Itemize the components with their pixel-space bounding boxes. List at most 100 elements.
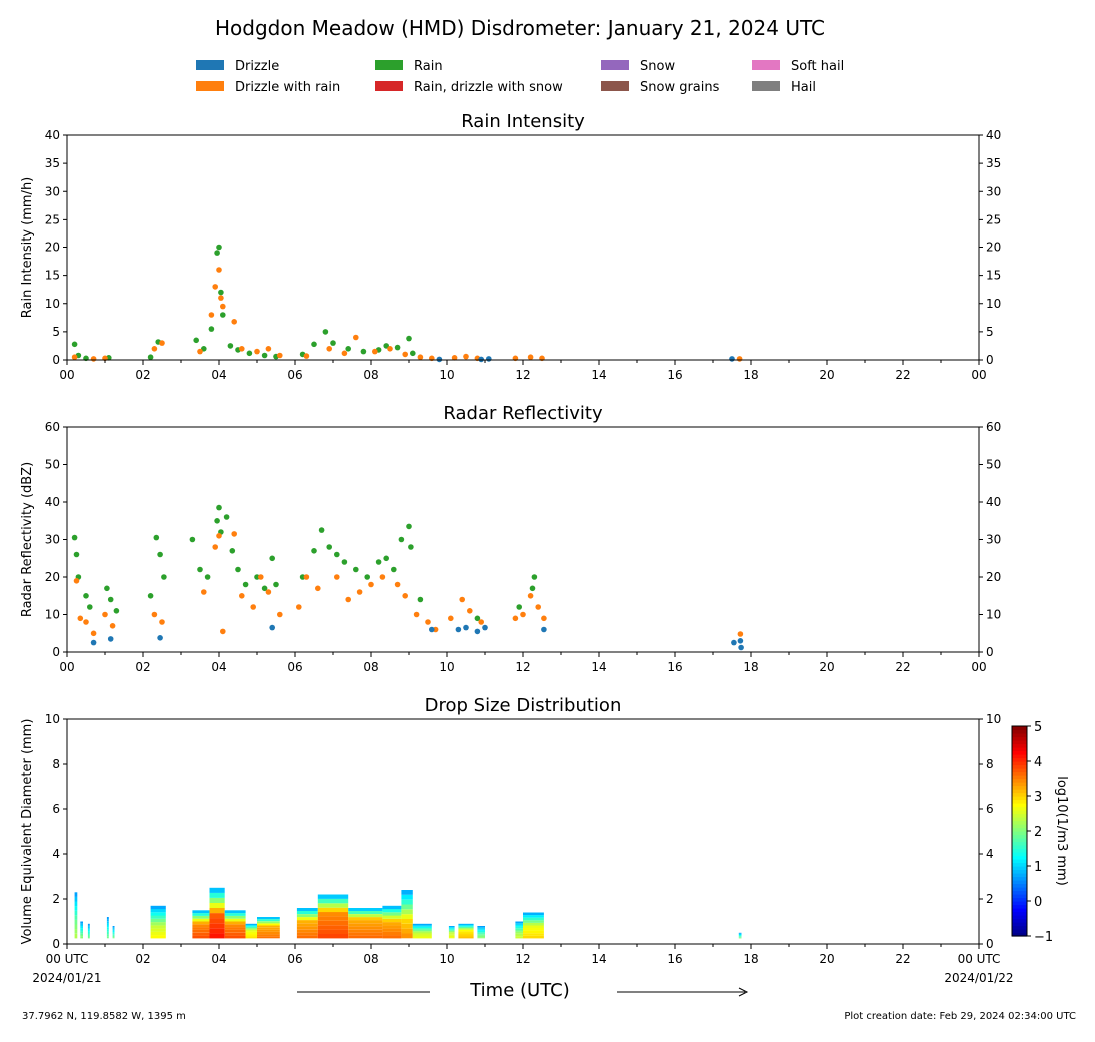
dsd-cell [209,918,225,924]
y-tick-label-left: 10 [45,297,60,311]
colorbar-segment [1012,747,1027,752]
data-point [737,631,744,637]
y-tick-label-right: 40 [986,495,1001,509]
data-point [353,566,359,573]
colorbar-segment [1012,726,1027,731]
y-tick-label-left: 2 [52,892,60,906]
y-tick-label-right: 20 [986,570,1001,584]
colorbar-segment [1012,908,1027,913]
colorbar-segment [1012,754,1027,759]
data-point [208,326,215,332]
dsd-cell [192,927,210,930]
dsd-cell [257,921,280,924]
y-tick-label-right: 50 [986,458,1001,472]
colorbar-segment [1012,778,1027,783]
dsd-cell [348,920,383,924]
y-tick-label-right: 40 [986,128,1001,142]
dsd-cell [523,922,544,926]
data-point [220,303,226,310]
dsd-cell [209,902,225,908]
data-point [315,585,321,592]
data-point [102,611,108,618]
data-point [204,574,211,580]
colorbar-segment [1012,866,1027,871]
dsd-cell [192,935,210,939]
colorbar-segment [1012,813,1027,818]
dsd-cell [80,929,83,932]
data-point [383,555,390,562]
y-tick-label-right: 5 [986,325,994,339]
x-tick-label: 14 [591,952,606,966]
legend-item-snow-grains: Snow grains [601,79,719,99]
data-point [520,611,526,618]
dsd-cell [106,925,109,928]
dsd-cell [523,930,544,934]
dsd-cell [245,934,257,936]
dsd-cell [412,923,432,926]
y-tick-label-right: 0 [986,645,994,659]
dsd-cell [317,912,349,917]
dsd-cell [738,937,742,939]
x-tick-label: 02 [135,660,150,674]
data-point [90,630,97,637]
y-tick-label-left: 60 [45,420,60,434]
colorbar-segment [1012,894,1027,899]
legend-label: Drizzle with rain [235,80,341,95]
legend-swatch [752,81,780,91]
dsd-cell [257,917,280,920]
data-point [364,574,371,580]
data-point [406,335,412,342]
dsd-cell [106,934,109,937]
data-point [459,596,466,603]
colorbar-segment [1012,897,1027,902]
dsd-cell [515,933,523,935]
dsd-cell [296,923,318,927]
data-point [303,353,310,359]
y-tick-label-right: 8 [986,757,994,771]
data-point [250,604,256,610]
y-axis-label: Rain Intensity (mm/h) [20,177,35,319]
colorbar-segment [1012,820,1027,825]
colorbar-tick-label: 5 [1034,720,1042,735]
data-point [467,608,473,614]
dsd-cell [458,928,474,930]
dsd-cell [106,923,109,926]
x-tick-label: 00 [971,368,986,382]
colorbar-segment [1012,880,1027,885]
colorbar-segment [1012,799,1027,804]
data-point [478,619,485,625]
colorbar-segment [1012,750,1027,755]
y-tick-label-left: 25 [45,212,60,226]
data-point [254,348,260,355]
data-point [147,593,154,599]
data-point [334,551,340,558]
x-axis-title: Time (UTC) [470,980,570,1001]
dsd-cell [80,926,83,929]
dsd-cell [401,909,413,915]
legend-item-drizzle-with-rain: Drizzle with rain [196,79,340,99]
dsd-cell [477,928,485,930]
dsd-cell [382,922,402,926]
dsd-cell [112,935,115,938]
dsd-cell [106,936,109,939]
legend-item-rain: Rain [375,58,443,78]
legend-swatch [752,60,780,70]
colorbar-segment [1012,932,1027,937]
dsd-cell [477,926,485,928]
colorbar-segment [1012,796,1027,801]
dsd-cell [80,935,83,937]
colorbar-segment [1012,771,1027,776]
dsd-cell [477,927,485,929]
dsd-cell [515,926,523,929]
legend-label: Snow [640,59,676,74]
legend-swatch [196,81,224,91]
data-point [197,348,203,355]
y-tick-label-left: 35 [45,156,60,170]
x-tick-label: 02 [135,368,150,382]
data-point [107,596,114,603]
y-tick-label-right: 60 [986,420,1001,434]
y-tick-label-right: 20 [986,241,1001,255]
dsd-cell [150,912,166,916]
dsd-cell [515,928,523,930]
dsd-cell [448,932,455,934]
